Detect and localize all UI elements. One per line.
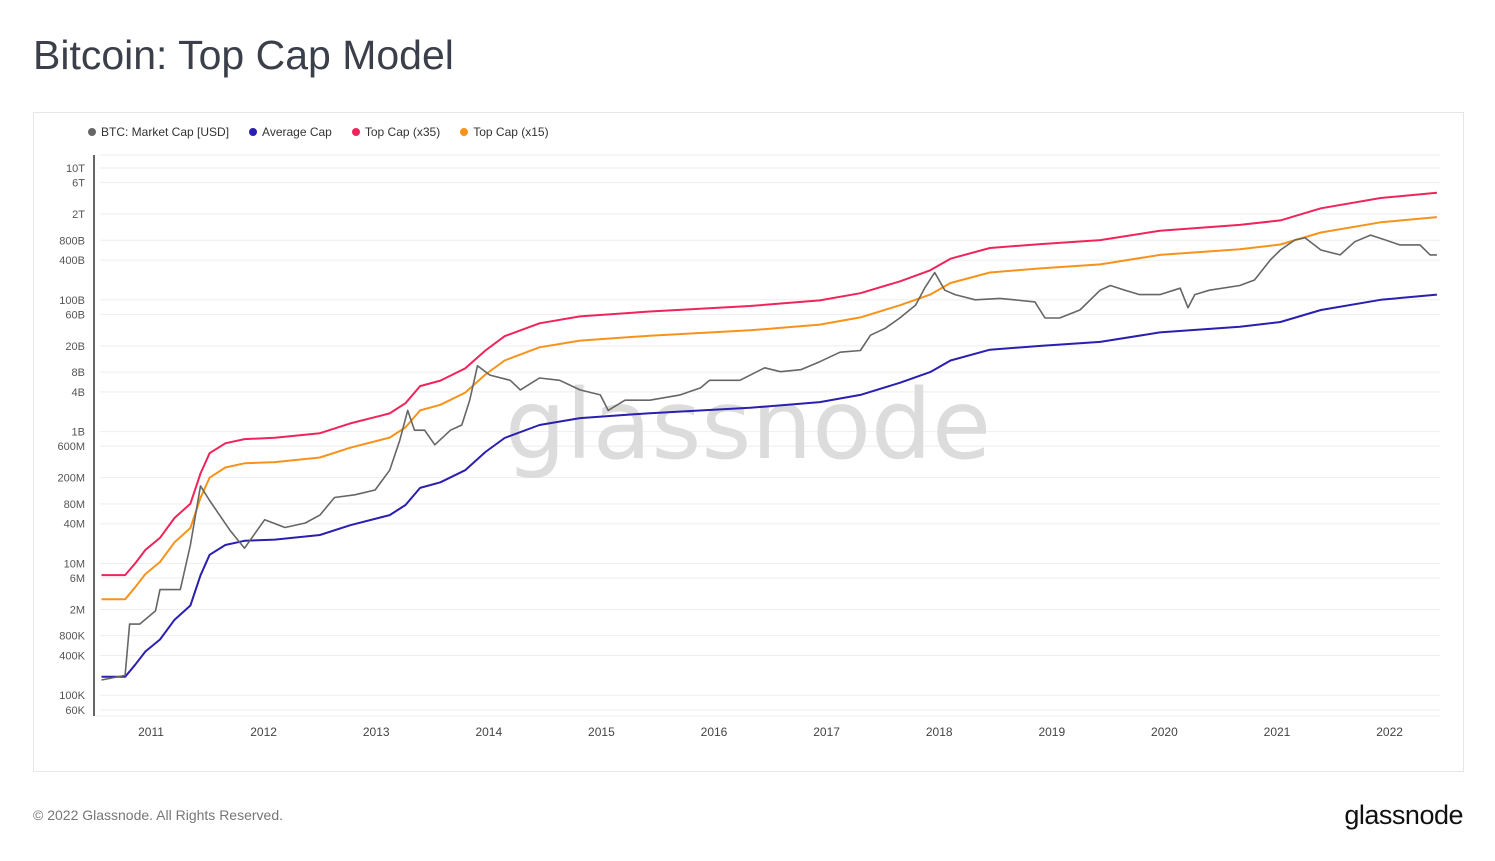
legend-label: Average Cap	[262, 125, 332, 139]
legend-dot	[460, 128, 469, 136]
x-tick-labels: 2011 2012 2013 2014 2015 2016 2017 2018 2019 2020…	[138, 725, 1403, 739]
legend-dot	[249, 128, 258, 136]
x-tick-label: 2021	[1264, 725, 1291, 739]
legend-item-top-cap-35[interactable]: Top Cap (x35)	[351, 125, 441, 139]
x-tick-label: 2022	[1376, 725, 1403, 739]
x-tick-label: 2016	[701, 725, 728, 739]
y-tick-label: 400K	[59, 651, 85, 663]
y-tick-label: 600M	[57, 441, 85, 453]
chart-container	[33, 112, 1464, 772]
x-tick-label: 2012	[250, 725, 277, 739]
legend-label: Top Cap (x35)	[364, 125, 441, 139]
page-title: Bitcoin: Top Cap Model	[33, 32, 454, 78]
x-tick-label: 2018	[926, 725, 953, 739]
y-tick-label: 100B	[59, 295, 85, 307]
y-tick-label: 6M	[70, 573, 85, 585]
x-tick-label: 2011	[138, 725, 164, 739]
y-tick-label: 60K	[65, 705, 85, 717]
x-tick-label: 2014	[475, 725, 502, 739]
y-tick-label: 2M	[70, 604, 85, 616]
legend-label: Top Cap (x15)	[473, 125, 549, 139]
y-tick-label: 800K	[59, 631, 85, 643]
y-tick-label: 1B	[72, 427, 85, 439]
series-line-top-cap-x35[interactable]	[101, 191, 1437, 577]
copyright: © 2022 Glassnode. All Rights Reserved.	[33, 807, 284, 823]
y-tick-label: 40M	[64, 519, 85, 531]
y-tick-label: 2T	[72, 209, 85, 221]
legend-item-average-cap[interactable]: Average Cap	[249, 125, 332, 139]
legend-dot	[351, 128, 360, 136]
y-tick-label: 10M	[64, 558, 85, 570]
y-tick-label: 8B	[72, 367, 85, 379]
x-tick-label: 2013	[363, 725, 390, 739]
x-tick-label: 2020	[1151, 725, 1178, 739]
watermark: glassnode	[505, 369, 991, 481]
y-tick-labels: 10T 6T 2T 800B 400B 100B 60B 20B 8B 4B 1B 600M 200M 8…	[57, 163, 85, 717]
x-tick-label: 2019	[1038, 725, 1065, 739]
series-line-top-cap-x15[interactable]	[101, 216, 1437, 601]
y-tick-label: 400B	[59, 255, 85, 267]
glassnode-logo[interactable]: glassnode	[1344, 800, 1463, 830]
legend-item-market-cap[interactable]: BTC: Market Cap [USD]	[88, 125, 229, 139]
legend: BTC: Market Cap [USD] Average Cap Top Ca…	[88, 125, 549, 139]
y-tick-label: 4B	[72, 387, 85, 399]
legend-dot	[88, 128, 96, 136]
y-tick-label: 60B	[65, 309, 85, 321]
series-line-btc-market-cap-usd[interactable]	[101, 234, 1437, 681]
x-tick-label: 2017	[813, 725, 840, 739]
legend-label: BTC: Market Cap [USD]	[101, 125, 230, 139]
y-tick-label: 800B	[59, 235, 85, 247]
gridlines	[94, 154, 1440, 717]
y-tick-label: 200M	[57, 473, 85, 485]
series-lines	[101, 191, 1437, 681]
y-tick-label: 100K	[59, 690, 85, 702]
y-tick-label: 80M	[64, 499, 85, 511]
legend-item-top-cap-15[interactable]: Top Cap (x15)	[460, 125, 549, 139]
y-tick-label: 6T	[72, 178, 85, 190]
series-line-average-cap[interactable]	[101, 293, 1437, 678]
y-tick-label: 10T	[66, 163, 85, 175]
y-tick-label: 20B	[65, 341, 85, 353]
x-tick-label: 2015	[588, 725, 615, 739]
